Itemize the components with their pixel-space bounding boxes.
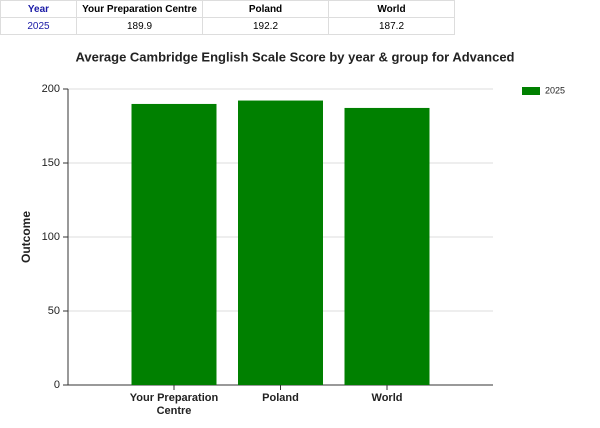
x-tick-label: Your Preparation Centre	[130, 392, 219, 417]
y-tick-label: 0	[54, 379, 60, 391]
table-row: Year Your Preparation Centre Poland World	[0, 0, 455, 18]
legend-label: 2025	[545, 85, 565, 95]
bar	[131, 103, 217, 385]
legend-swatch	[522, 87, 540, 95]
x-tick-label: Poland	[262, 392, 299, 404]
table-cell: 189.9	[76, 17, 203, 35]
y-axis-label: Outcome	[19, 211, 33, 263]
y-tick-label: 50	[48, 305, 60, 317]
bar	[344, 107, 430, 385]
y-tick-label: 200	[42, 83, 60, 95]
bar	[238, 100, 323, 385]
y-tick-label: 100	[42, 231, 60, 243]
table-cell: 192.2	[202, 17, 329, 35]
table-cell: 187.2	[328, 17, 455, 35]
chart-title: Average Cambridge English Scale Score by…	[75, 49, 514, 64]
y-tick-label: 150	[42, 157, 60, 169]
data-table: Year Your Preparation Centre Poland World 20…	[0, 0, 455, 35]
x-tick-label: World	[372, 392, 403, 404]
table-row: 2025 189.9 192.2 187.2	[0, 17, 455, 35]
